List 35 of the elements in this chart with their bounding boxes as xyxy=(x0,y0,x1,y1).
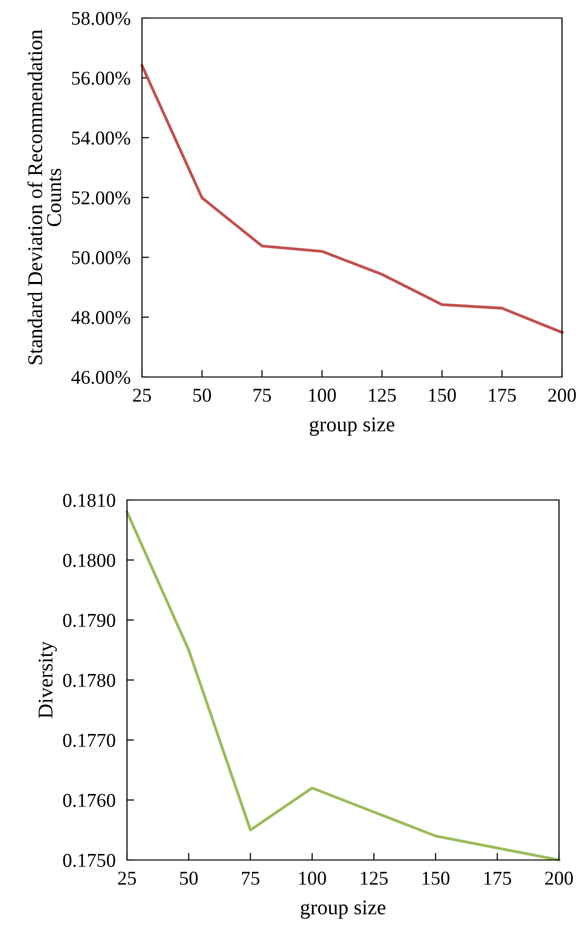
x-tick-label: 125 xyxy=(360,872,388,885)
x-tick-label: 75 xyxy=(242,872,260,885)
y-tick-label: 0.1810 xyxy=(63,494,116,508)
y-axis-title: Diversity xyxy=(38,641,57,718)
y-tick-label: 58.00% xyxy=(72,12,130,26)
x-tick-label: 150 xyxy=(429,388,456,402)
y-tick-label: 50.00% xyxy=(72,251,130,264)
y-tick-label: 0.1800 xyxy=(63,554,116,568)
x-tick-label: 200 xyxy=(548,388,576,402)
x-tick-label: 25 xyxy=(133,388,151,402)
x-tick-label: 125 xyxy=(369,388,396,402)
x-tick-label: 75 xyxy=(254,388,271,402)
y-tick-label: 56.00% xyxy=(72,72,130,85)
x-tick-label: 50 xyxy=(193,388,211,402)
x-tick-label: 100 xyxy=(299,872,326,885)
y-tick-label: 48.00% xyxy=(71,310,130,324)
x-tick-label: 200 xyxy=(545,872,573,885)
y-tick-label: 0.1760 xyxy=(63,794,116,808)
y-tick-label: 0.1770 xyxy=(63,734,116,748)
x-axis-title: group size xyxy=(310,417,394,436)
y-tick-label: 54.00% xyxy=(72,131,130,145)
line-series xyxy=(140,64,564,334)
x-tick-label: 100 xyxy=(309,388,336,402)
x-tick-label: 175 xyxy=(484,872,512,885)
y-tick-label: 52.00% xyxy=(72,191,130,205)
x-tick-label: 25 xyxy=(118,872,136,885)
y-axis-title: Standard Deviation of Recommendation Counts xyxy=(27,30,62,364)
x-axis-title: group size xyxy=(300,900,386,919)
x-tick-label: 50 xyxy=(180,872,198,885)
y-tick-label: 0.1780 xyxy=(63,674,116,688)
x-tick-label: 175 xyxy=(489,388,516,402)
y-tick-label: 0.1790 xyxy=(63,614,116,628)
x-tick-label: 150 xyxy=(422,872,450,885)
y-tick-label: 46.00% xyxy=(71,370,130,384)
y-tick-label: 0.1750 xyxy=(63,854,116,868)
